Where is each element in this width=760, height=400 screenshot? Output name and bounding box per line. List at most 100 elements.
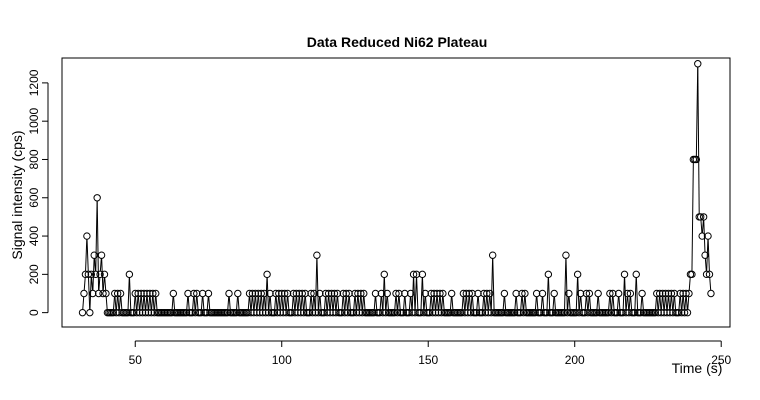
series-segment <box>309 296 312 310</box>
series-segment <box>432 296 435 310</box>
series-segment <box>92 258 95 291</box>
series-segment <box>85 239 88 272</box>
series-segment <box>196 296 199 310</box>
data-point <box>626 289 635 298</box>
series-segment <box>534 296 537 310</box>
data-point <box>420 308 428 317</box>
data-point <box>188 308 197 317</box>
data-point <box>113 289 122 298</box>
series-segment <box>466 296 469 310</box>
data-point <box>670 289 679 298</box>
series-segment <box>98 277 101 291</box>
series-segment <box>504 296 507 310</box>
data-point <box>707 289 715 298</box>
data-point <box>91 270 100 279</box>
y-axis-label: Signal intensity (cps) <box>9 130 25 259</box>
series-segment <box>611 296 614 310</box>
series-segment <box>502 296 505 310</box>
data-point <box>581 308 589 317</box>
data-point <box>500 289 509 298</box>
data-point <box>499 308 507 317</box>
series-segment <box>596 296 599 310</box>
data-point <box>655 289 664 298</box>
data-point <box>137 289 145 298</box>
data-point <box>93 194 101 202</box>
data-point <box>298 289 306 298</box>
series-segment <box>641 296 644 310</box>
series-segment <box>118 296 121 310</box>
series-segment <box>565 258 568 310</box>
series-segment <box>343 296 345 310</box>
plot-frame <box>61 57 731 328</box>
series-segment <box>142 296 145 310</box>
data-point <box>81 270 90 279</box>
data-point <box>619 308 627 317</box>
data-point <box>78 308 87 317</box>
data-point <box>193 289 201 298</box>
data-point <box>370 308 378 317</box>
series-segment <box>82 296 85 310</box>
series-segment <box>486 296 489 310</box>
data-point <box>191 308 200 317</box>
series-segment <box>129 277 132 310</box>
data-point <box>377 289 386 298</box>
data-point <box>683 308 692 317</box>
series-segment <box>304 296 307 310</box>
data-point <box>512 289 520 298</box>
series-segment <box>438 296 441 310</box>
data-point <box>289 289 298 298</box>
data-point <box>691 155 699 164</box>
series-segment <box>425 296 428 310</box>
data-point <box>594 289 602 298</box>
data-point <box>651 308 659 317</box>
series-segment <box>357 296 360 310</box>
data-point <box>330 289 339 298</box>
x-tick-label: 50 <box>129 353 143 367</box>
data-point <box>147 308 156 317</box>
data-point <box>660 308 668 317</box>
series-segment <box>697 66 700 214</box>
data-point <box>244 308 252 317</box>
series-segment <box>83 277 86 291</box>
data-point <box>343 308 352 317</box>
series-segment <box>329 296 332 310</box>
series-segment <box>263 296 266 310</box>
data-point <box>294 308 302 317</box>
series-segment <box>430 296 433 310</box>
data-point <box>418 270 427 279</box>
chart-title: Data Reduced Ni62 Plateau <box>307 34 488 50</box>
series-segment <box>101 258 104 291</box>
series-segment <box>277 296 280 310</box>
series-segment <box>202 296 205 310</box>
series-segment <box>318 296 321 310</box>
series-segment <box>542 296 545 310</box>
data-point <box>663 308 671 317</box>
series-segment <box>113 296 115 310</box>
x-tick-label: 250 <box>711 353 731 367</box>
data-point <box>392 289 400 298</box>
series-segment <box>567 296 570 310</box>
data-point <box>360 289 368 298</box>
data-point <box>472 308 481 317</box>
series-segment <box>630 296 633 310</box>
data-point <box>232 308 241 317</box>
data-point <box>254 289 262 298</box>
data-point <box>446 308 454 317</box>
series-segment <box>301 296 304 310</box>
series-segment <box>423 296 426 310</box>
data-point <box>83 232 91 240</box>
series-segment <box>578 296 581 310</box>
data-point <box>592 308 601 317</box>
series-segment <box>441 296 444 310</box>
series-segment <box>285 296 288 310</box>
data-point <box>266 289 274 298</box>
data-point <box>247 308 255 317</box>
data-point <box>676 289 684 298</box>
data-point <box>341 308 349 317</box>
data-point <box>321 289 330 298</box>
data-point <box>461 308 469 317</box>
data-point <box>585 289 594 298</box>
series-segment <box>627 296 630 310</box>
series-segment <box>674 296 677 310</box>
